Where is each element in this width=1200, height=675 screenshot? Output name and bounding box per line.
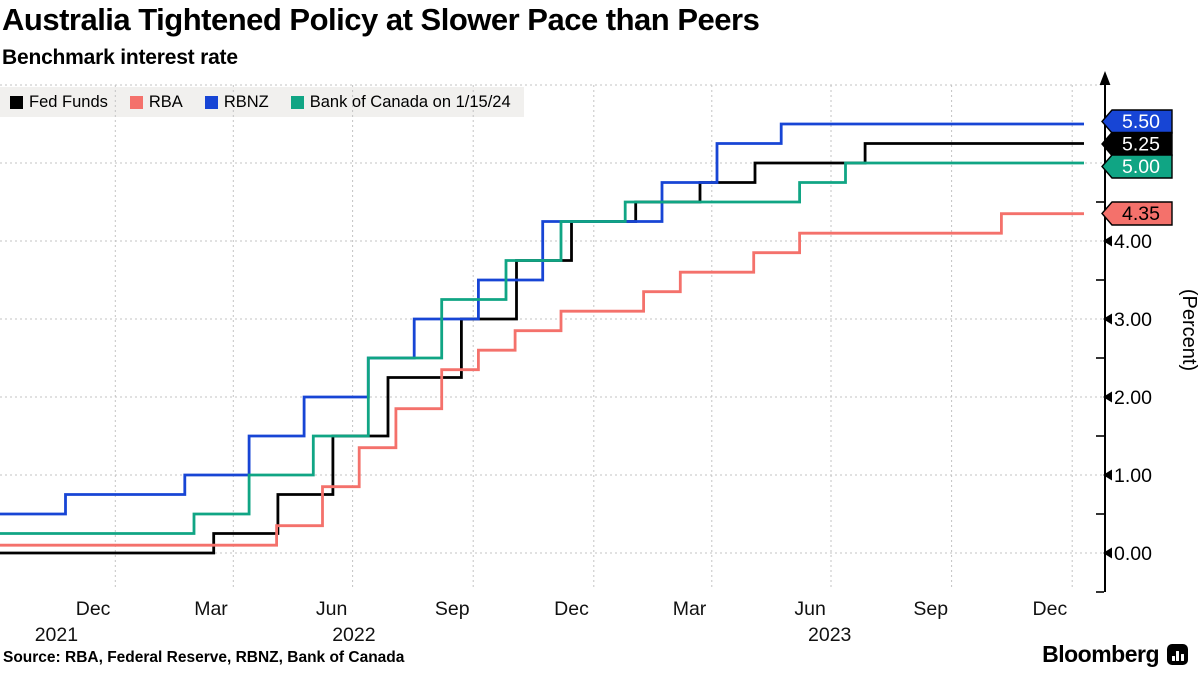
series-line-rbnz [0, 122, 1084, 516]
legend-item: Bank of Canada on 1/15/24 [290, 92, 511, 112]
series-line-rba [0, 212, 1084, 547]
value-tag-label: 5.00 [1122, 156, 1160, 178]
legend-item: RBA [129, 92, 183, 112]
legend-swatch [204, 95, 218, 109]
x-month-label: Jun [316, 598, 347, 620]
page-title: Australia Tightened Policy at Slower Pac… [2, 2, 760, 37]
icon-bar [1171, 656, 1175, 661]
x-year-label: 2022 [332, 624, 375, 646]
value-tag [1101, 154, 1173, 179]
x-month-label: Dec [554, 598, 589, 620]
y-major-tick [1103, 547, 1112, 559]
icon-bar [1176, 651, 1179, 661]
y-tick-label: 4.00 [1114, 231, 1152, 253]
bloomberg-wordmark: Bloomberg [1042, 641, 1159, 667]
y-major-tick [1103, 235, 1112, 247]
legend-item-label: RBNZ [223, 92, 269, 111]
value-tag-label: 4.35 [1122, 203, 1160, 225]
value-tag [1101, 131, 1173, 157]
legend-item-label: Bank of Canada on 1/15/24 [309, 92, 511, 111]
bloomberg-logo: Bloomberg [1042, 641, 1188, 668]
y-axis-title: (Percent) [1178, 289, 1200, 371]
x-month-label: Mar [673, 598, 707, 620]
x-month-label: Sep [435, 598, 470, 620]
legend-item: RBNZ [204, 92, 269, 112]
legend-swatch [129, 95, 143, 109]
x-month-label: Dec [76, 598, 111, 620]
y-tick-label: 3.00 [1114, 309, 1152, 331]
x-year-label: 2023 [808, 624, 851, 646]
legend-swatch [290, 95, 304, 109]
value-tag [1101, 109, 1173, 134]
chart-subtitle: Benchmark interest rate [2, 46, 238, 69]
legend-item: Fed Funds [10, 93, 108, 112]
legend-background [0, 87, 524, 117]
legend: Fed Funds RBA RBNZ Bank of Canada on 1/15/2… [0, 87, 521, 117]
legend-swatch [10, 95, 23, 109]
x-month-label: Sep [913, 598, 948, 620]
x-month-label: Jun [794, 598, 825, 620]
y-tick-label: 1.00 [1114, 465, 1152, 487]
y-axis-arrow [1099, 71, 1111, 85]
series-line-bank-of-canada [0, 161, 1084, 535]
x-month-label: Dec [1033, 598, 1068, 620]
source-note: Source: RBA, Federal Reserve, RBNZ, Bank… [3, 649, 405, 666]
y-tick-label: 2.00 [1114, 387, 1152, 409]
x-month-label: Mar [194, 598, 228, 620]
legend-item-label: Fed Funds [29, 92, 108, 111]
value-tag-label: 5.25 [1122, 134, 1160, 156]
y-major-tick [1103, 469, 1112, 481]
y-major-tick [1103, 313, 1112, 325]
value-tag-label: 5.50 [1122, 111, 1160, 133]
legend-item-label: RBA [148, 92, 183, 111]
series-line-fed-funds [0, 142, 1084, 555]
bloomberg-chart-icon [1167, 644, 1188, 665]
icon-bar [1180, 654, 1184, 661]
y-tick-label: 0.00 [1114, 543, 1152, 565]
x-year-label: 2021 [35, 624, 78, 646]
y-major-tick [1103, 391, 1112, 403]
value-tag [1101, 201, 1173, 226]
